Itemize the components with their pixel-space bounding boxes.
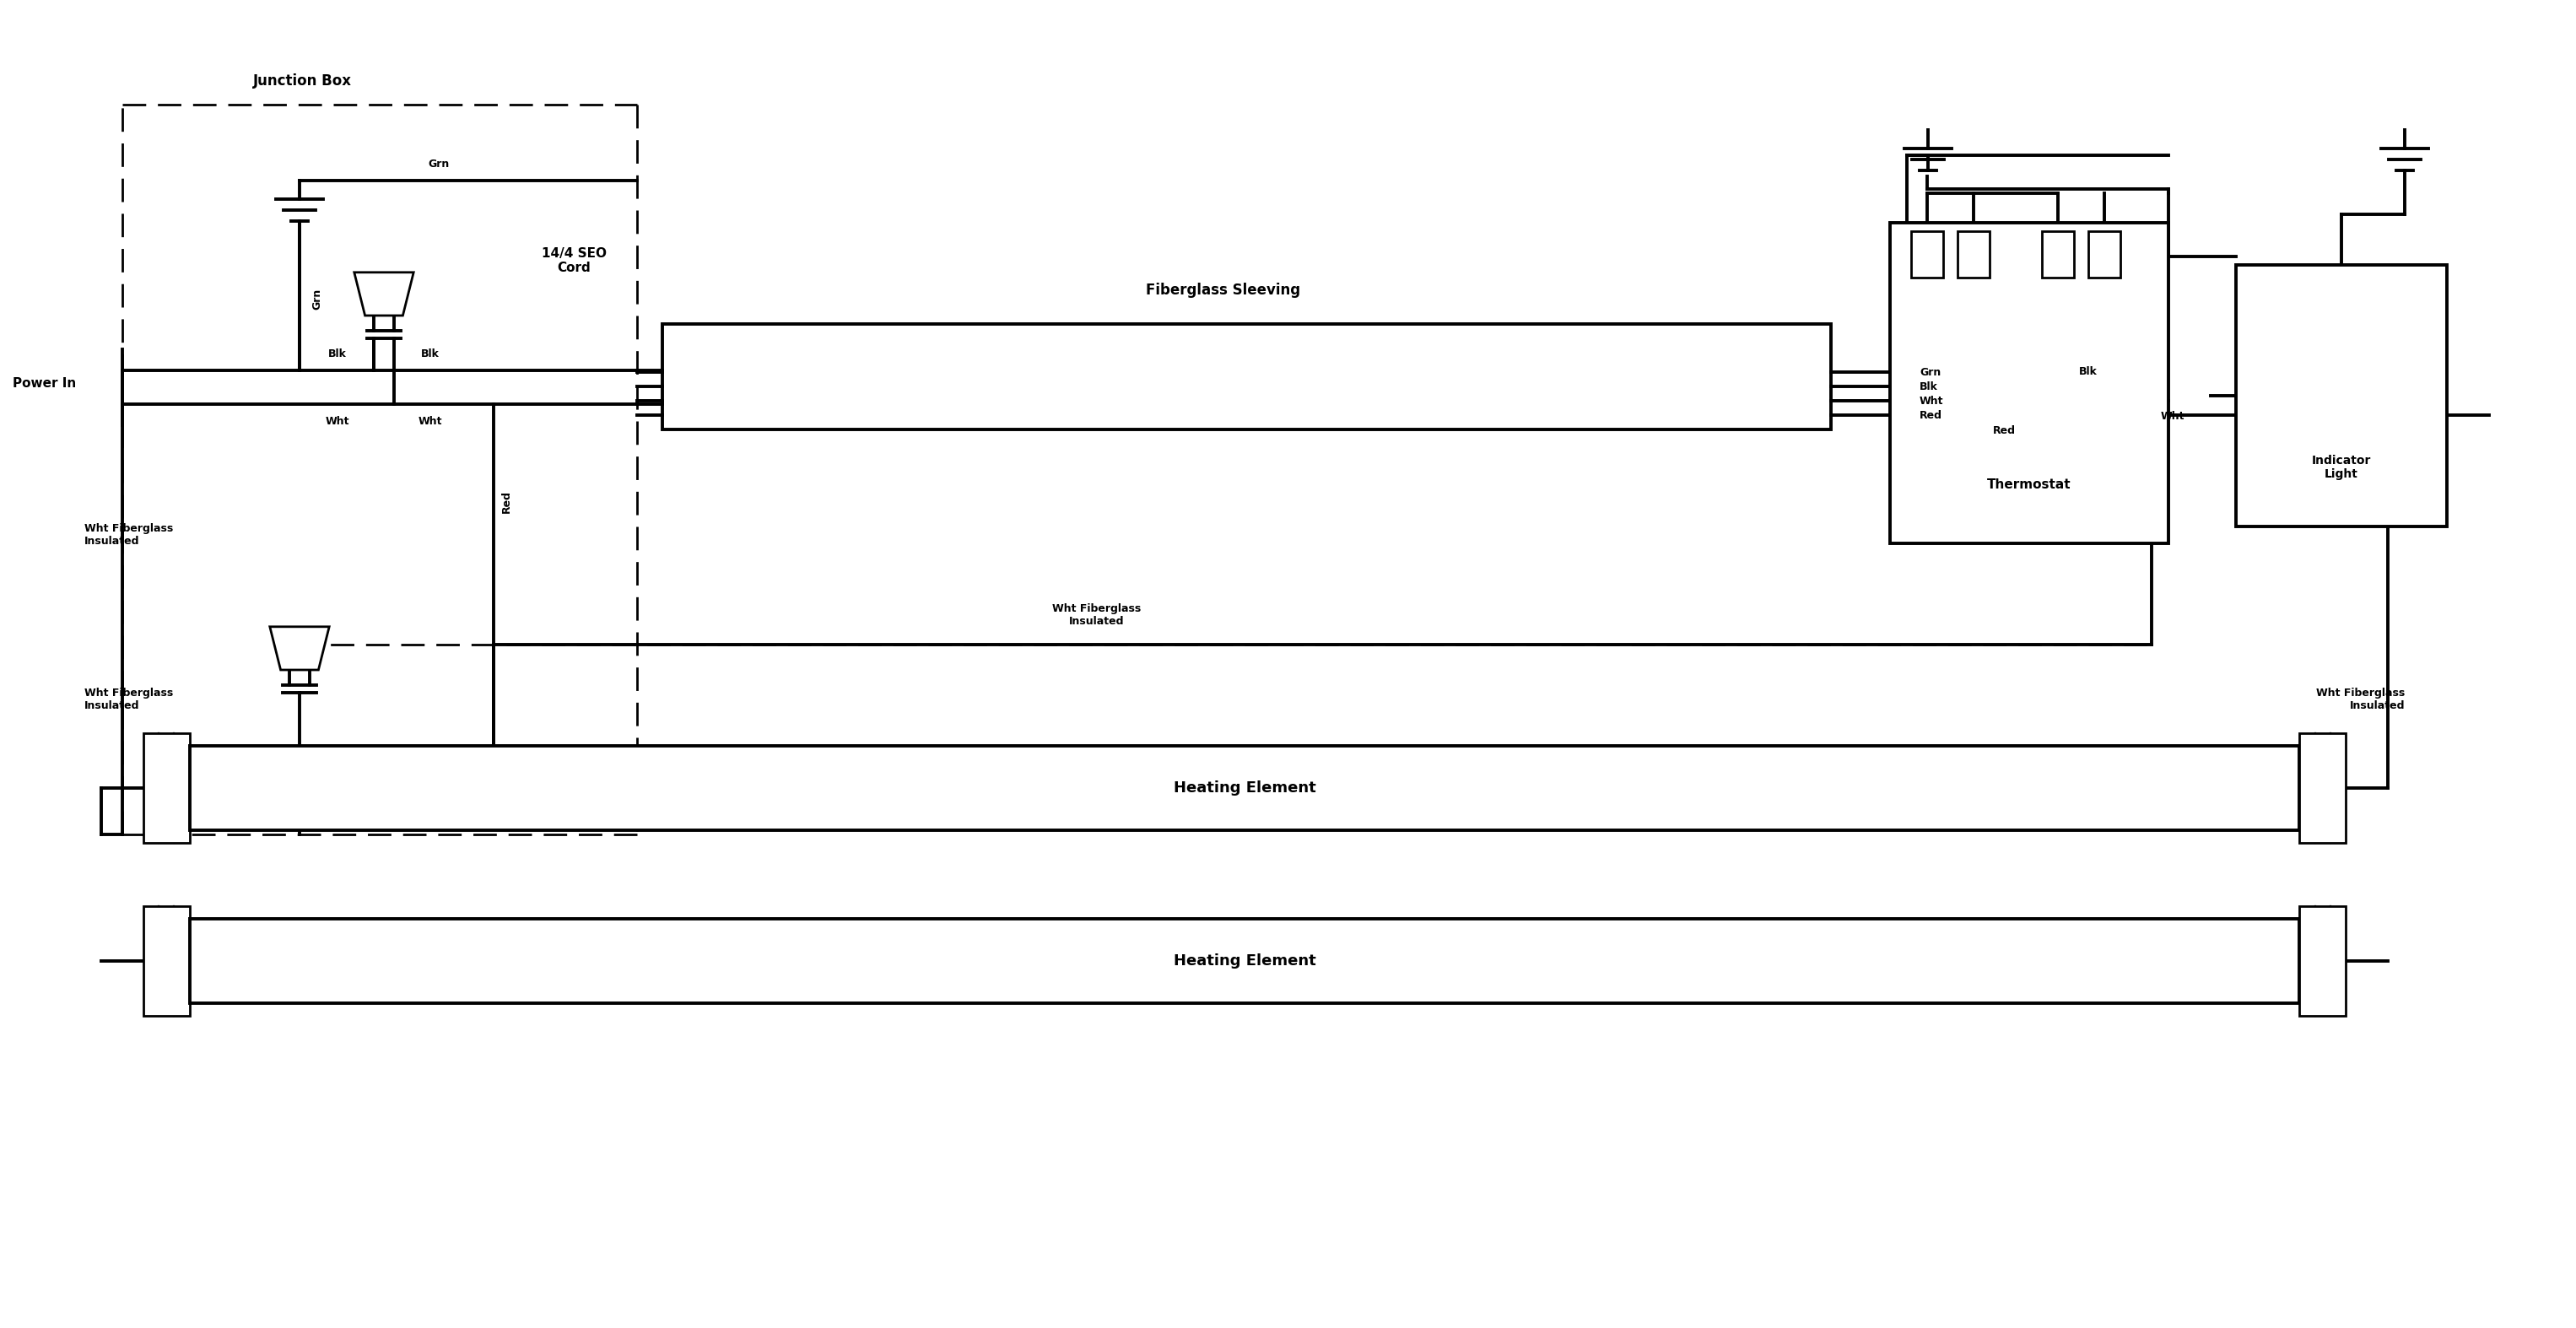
Text: Fiberglass Sleeving: Fiberglass Sleeving xyxy=(1146,283,1301,297)
Bar xyxy=(1958,231,1989,278)
Text: Wht Fiberglass
Insulated: Wht Fiberglass Insulated xyxy=(85,688,173,712)
Text: Wht: Wht xyxy=(2161,410,2184,421)
Bar xyxy=(2300,906,2347,1016)
Bar xyxy=(1911,231,1942,278)
Text: Wht Fiberglass
Insulated: Wht Fiberglass Insulated xyxy=(1054,603,1141,627)
Text: Junction Box: Junction Box xyxy=(252,73,353,89)
Text: Wht Fiberglass
Insulated: Wht Fiberglass Insulated xyxy=(2316,688,2406,712)
Text: Blk: Blk xyxy=(327,348,348,359)
Text: Blk: Blk xyxy=(420,348,440,359)
Polygon shape xyxy=(270,627,330,669)
Text: Blk: Blk xyxy=(2079,365,2097,377)
Bar xyxy=(2089,231,2120,278)
Bar xyxy=(144,906,191,1016)
Text: Grn: Grn xyxy=(428,158,448,169)
Text: Thermostat: Thermostat xyxy=(1986,478,2071,490)
Bar xyxy=(2236,264,2447,526)
Bar xyxy=(144,733,191,843)
Text: Red: Red xyxy=(500,490,513,513)
Text: Grn: Grn xyxy=(1919,367,1940,377)
Text: Blk: Blk xyxy=(1919,381,1937,392)
Text: Red: Red xyxy=(1994,425,2014,436)
Bar xyxy=(2043,231,2074,278)
Text: 14/4 SEO
Cord: 14/4 SEO Cord xyxy=(541,247,605,275)
Bar xyxy=(662,324,1832,429)
Text: Heating Element: Heating Element xyxy=(1172,781,1316,795)
Text: Indicator
Light: Indicator Light xyxy=(2311,454,2370,481)
Text: Wht Fiberglass
Insulated: Wht Fiberglass Insulated xyxy=(85,523,173,547)
Text: Grn: Grn xyxy=(312,288,322,309)
Bar xyxy=(2300,733,2347,843)
Text: Red: Red xyxy=(1919,409,1942,421)
Text: Wht: Wht xyxy=(417,416,443,426)
Text: Wht: Wht xyxy=(1919,396,1945,406)
Bar xyxy=(191,746,2300,830)
Text: Power In: Power In xyxy=(13,377,77,389)
Polygon shape xyxy=(355,272,415,316)
Text: Wht: Wht xyxy=(325,416,350,426)
Text: Heating Element: Heating Element xyxy=(1172,954,1316,968)
Bar xyxy=(191,919,2300,1003)
Bar xyxy=(1891,223,2169,543)
